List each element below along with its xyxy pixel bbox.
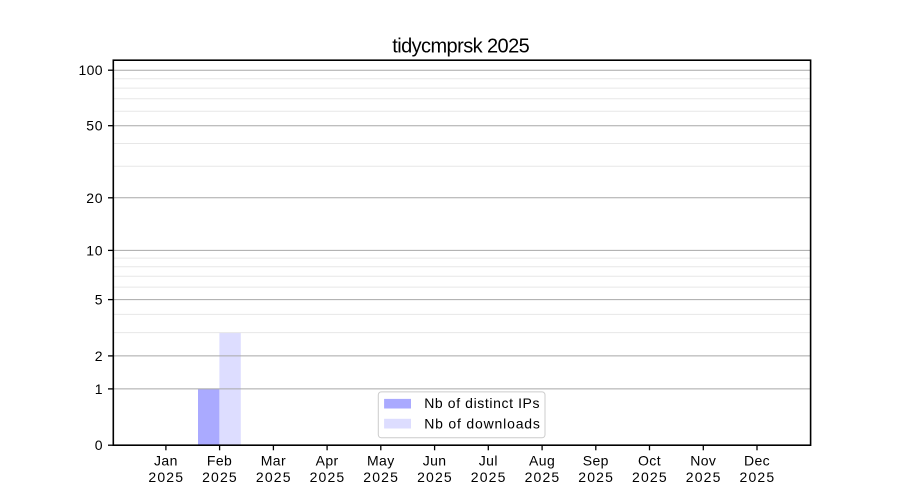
svg-text:2025: 2025: [310, 469, 345, 485]
svg-text:2025: 2025: [202, 469, 237, 485]
svg-text:Mar: Mar: [261, 453, 286, 469]
svg-text:2025: 2025: [632, 469, 667, 485]
svg-text:2025: 2025: [578, 469, 613, 485]
svg-text:Nb of distinct IPs: Nb of distinct IPs: [424, 395, 539, 411]
svg-text:May: May: [367, 453, 395, 469]
svg-text:Aug: Aug: [529, 453, 555, 469]
svg-text:1: 1: [95, 381, 103, 397]
svg-text:50: 50: [86, 118, 102, 134]
svg-text:2025: 2025: [525, 469, 560, 485]
svg-text:2025: 2025: [471, 469, 506, 485]
svg-text:Jan: Jan: [154, 453, 178, 469]
svg-text:20: 20: [86, 190, 102, 206]
svg-text:Nb of downloads: Nb of downloads: [424, 416, 540, 432]
svg-text:Dec: Dec: [744, 453, 770, 469]
svg-text:Sep: Sep: [583, 453, 609, 469]
svg-text:2025: 2025: [417, 469, 452, 485]
svg-text:2025: 2025: [256, 469, 291, 485]
svg-text:tidycmprsk 2025: tidycmprsk 2025: [392, 35, 530, 57]
svg-text:Apr: Apr: [316, 453, 339, 469]
svg-text:0: 0: [95, 437, 103, 453]
svg-text:2025: 2025: [363, 469, 398, 485]
svg-text:Jun: Jun: [423, 453, 447, 469]
svg-text:Nov: Nov: [690, 453, 716, 469]
svg-text:2025: 2025: [740, 469, 775, 485]
svg-text:10: 10: [86, 242, 102, 258]
svg-text:2025: 2025: [148, 469, 183, 485]
svg-text:2025: 2025: [686, 469, 721, 485]
svg-text:100: 100: [79, 62, 103, 78]
svg-text:Jul: Jul: [479, 453, 498, 469]
svg-text:2: 2: [95, 348, 103, 364]
svg-text:5: 5: [95, 292, 103, 308]
svg-text:Feb: Feb: [207, 453, 232, 469]
svg-text:Oct: Oct: [638, 453, 661, 469]
